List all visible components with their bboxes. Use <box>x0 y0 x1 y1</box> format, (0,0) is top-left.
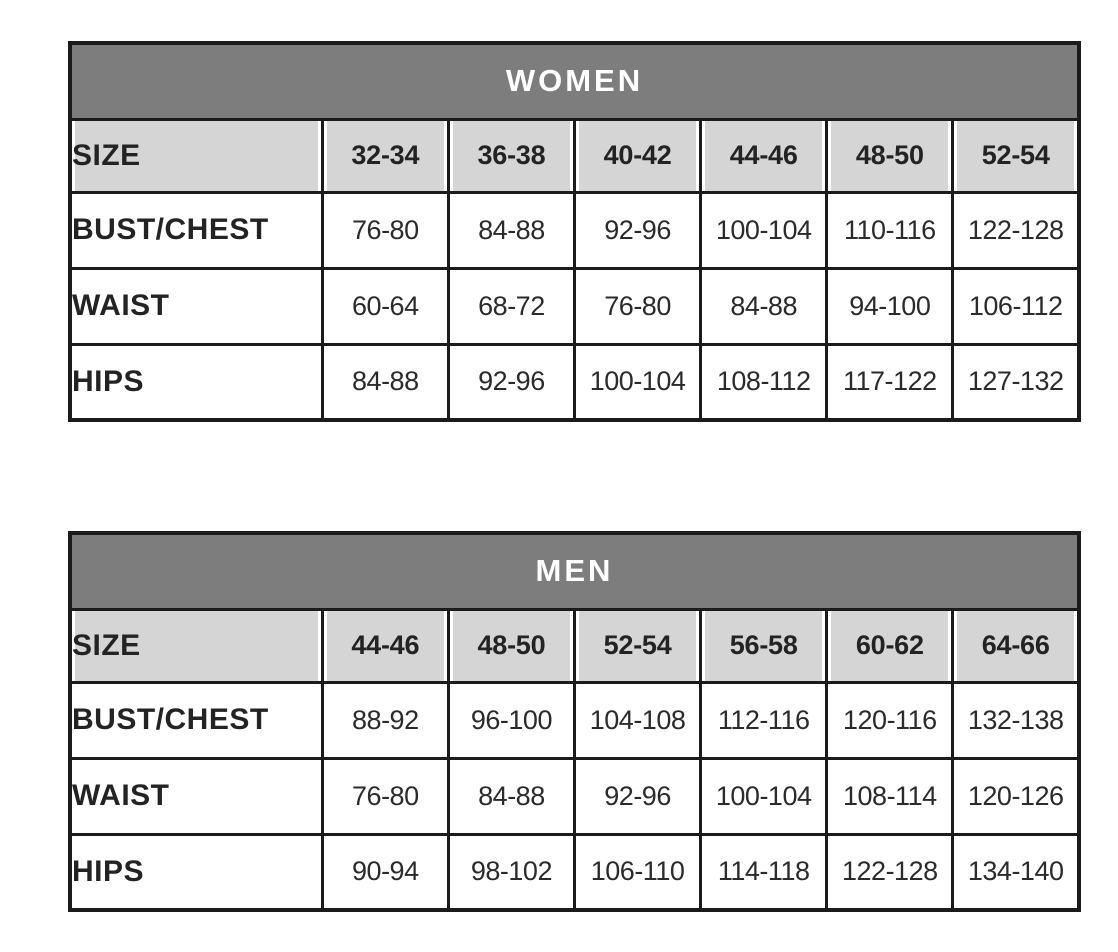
row-label-size: SIZE <box>68 607 324 684</box>
measurement-cell: 94-100 <box>825 266 955 346</box>
measurement-cell: 60-64 <box>320 266 450 346</box>
measurement-cell: 108-112 <box>699 342 829 422</box>
row-label-waist: WAIST <box>68 266 324 346</box>
measurement-cell: 76-80 <box>320 756 450 836</box>
measurement-cell: 117-122 <box>825 342 955 422</box>
row-label-waist: WAIST <box>68 756 324 836</box>
size-header-cell: 52-54 <box>951 117 1081 194</box>
measurement-cell: 98-102 <box>446 832 577 912</box>
measurement-cell: 114-118 <box>699 832 829 912</box>
size-header-cell: 44-46 <box>320 607 450 684</box>
women-table-body: SIZE 32-34 36-38 40-42 44-46 48-50 52-54 BUST/C… <box>68 117 1081 422</box>
row-label-hips: HIPS <box>68 342 324 422</box>
row-label-size: SIZE <box>68 117 324 194</box>
measurement-cell: 84-88 <box>446 190 577 270</box>
size-header-cell: 44-46 <box>699 117 829 194</box>
measurement-cell: 127-132 <box>951 342 1081 422</box>
size-header-cell: 48-50 <box>825 117 955 194</box>
measurement-cell: 110-116 <box>825 190 955 270</box>
measurement-cell: 122-128 <box>825 832 955 912</box>
size-header-cell: 56-58 <box>699 607 829 684</box>
table-row-bust-chest: BUST/CHEST 76-80 84-88 92-96 100-104 110-116 1… <box>68 190 1081 270</box>
measurement-cell: 120-126 <box>951 756 1081 836</box>
table-row-bust-chest: BUST/CHEST 88-92 96-100 104-108 112-116 120-1… <box>68 680 1081 760</box>
measurement-cell: 112-116 <box>699 680 829 760</box>
measurement-cell: 100-104 <box>572 342 703 422</box>
women-size-table: WOMEN SIZE 32-34 36-38 40-42 44-46 48-50 52-54… <box>68 41 1081 422</box>
size-header-cell: 32-34 <box>320 117 450 194</box>
measurement-cell: 122-128 <box>951 190 1081 270</box>
women-table-head: WOMEN <box>68 41 1081 121</box>
women-title-row: WOMEN <box>68 41 1081 121</box>
measurement-cell: 84-88 <box>699 266 829 346</box>
row-label-hips: HIPS <box>68 832 324 912</box>
table-row-size: SIZE 44-46 48-50 52-54 56-58 60-62 64-66 <box>68 607 1081 684</box>
measurement-cell: 92-96 <box>572 190 703 270</box>
row-label-bust-chest: BUST/CHEST <box>68 190 324 270</box>
table-row-hips: HIPS 84-88 92-96 100-104 108-112 117-122 127-1… <box>68 342 1081 422</box>
measurement-cell: 120-116 <box>825 680 955 760</box>
men-title-row: MEN <box>68 531 1081 611</box>
men-table-body: SIZE 44-46 48-50 52-54 56-58 60-62 64-66 BUST/C… <box>68 607 1081 912</box>
measurement-cell: 106-112 <box>951 266 1081 346</box>
men-table-head: MEN <box>68 531 1081 611</box>
measurement-cell: 100-104 <box>699 756 829 836</box>
size-header-cell: 64-66 <box>951 607 1081 684</box>
measurement-cell: 92-96 <box>446 342 577 422</box>
measurement-cell: 92-96 <box>572 756 703 836</box>
measurement-cell: 104-108 <box>572 680 703 760</box>
men-size-table: MEN SIZE 44-46 48-50 52-54 56-58 60-62 64-66 BU… <box>68 531 1081 912</box>
row-label-bust-chest: BUST/CHEST <box>68 680 324 760</box>
measurement-cell: 106-110 <box>572 832 703 912</box>
size-header-cell: 36-38 <box>446 117 577 194</box>
table-row-size: SIZE 32-34 36-38 40-42 44-46 48-50 52-54 <box>68 117 1081 194</box>
measurement-cell: 90-94 <box>320 832 450 912</box>
measurement-cell: 108-114 <box>825 756 955 836</box>
measurement-cell: 84-88 <box>446 756 577 836</box>
measurement-cell: 76-80 <box>320 190 450 270</box>
size-header-cell: 40-42 <box>572 117 703 194</box>
size-header-cell: 52-54 <box>572 607 703 684</box>
size-header-cell: 48-50 <box>446 607 577 684</box>
women-table-title: WOMEN <box>68 41 1081 121</box>
table-row-waist: WAIST 76-80 84-88 92-96 100-104 108-114 120-12… <box>68 756 1081 836</box>
measurement-cell: 84-88 <box>320 342 450 422</box>
measurement-cell: 76-80 <box>572 266 703 346</box>
measurement-cell: 134-140 <box>951 832 1081 912</box>
men-table-title: MEN <box>68 531 1081 611</box>
table-row-waist: WAIST 60-64 68-72 76-80 84-88 94-100 106-112 <box>68 266 1081 346</box>
table-row-hips: HIPS 90-94 98-102 106-110 114-118 122-128 134-… <box>68 832 1081 912</box>
measurement-cell: 132-138 <box>951 680 1081 760</box>
measurement-cell: 100-104 <box>699 190 829 270</box>
measurement-cell: 96-100 <box>446 680 577 760</box>
size-header-cell: 60-62 <box>825 607 955 684</box>
measurement-cell: 68-72 <box>446 266 577 346</box>
measurement-cell: 88-92 <box>320 680 450 760</box>
